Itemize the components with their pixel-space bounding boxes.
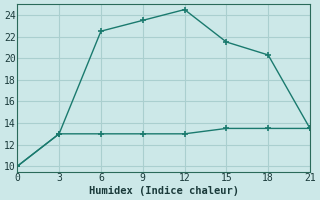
X-axis label: Humidex (Indice chaleur): Humidex (Indice chaleur) [89,186,239,196]
